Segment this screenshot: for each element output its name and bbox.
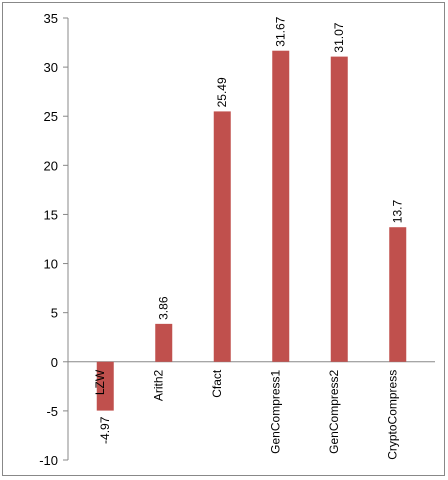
y-tick-label: 20 (44, 158, 58, 173)
y-tick-label: 25 (44, 109, 58, 124)
value-label: 31.67 (274, 16, 288, 46)
y-tick-label: 10 (44, 257, 58, 272)
y-tick-label: 30 (44, 60, 58, 75)
x-tick-label: GenCompress1 (269, 369, 283, 453)
y-tick-label: -10 (39, 453, 58, 468)
y-tick-label: 5 (51, 306, 58, 321)
value-label: 13.7 (391, 200, 405, 224)
x-tick-label: Cfact (210, 369, 224, 398)
y-tick-label: 15 (44, 207, 58, 222)
bar (155, 323, 173, 362)
value-label: 25.49 (215, 77, 229, 107)
y-tick-label: 35 (44, 11, 58, 26)
y-tick-label: 0 (51, 355, 58, 370)
x-tick-label: Arith2 (152, 369, 166, 401)
x-tick-label: GenCompress2 (327, 369, 341, 453)
value-label: 3.86 (157, 296, 171, 320)
y-tick-label: -5 (46, 404, 58, 419)
bar (96, 361, 114, 411)
x-tick-label: CryptoCompress (386, 370, 400, 460)
x-tick-label: LZW (93, 369, 107, 395)
bar (213, 111, 231, 362)
value-label: 31.07 (332, 22, 346, 52)
bar (330, 56, 348, 362)
bar (272, 50, 290, 362)
value-label: -4.97 (98, 416, 112, 444)
bar (389, 227, 407, 362)
